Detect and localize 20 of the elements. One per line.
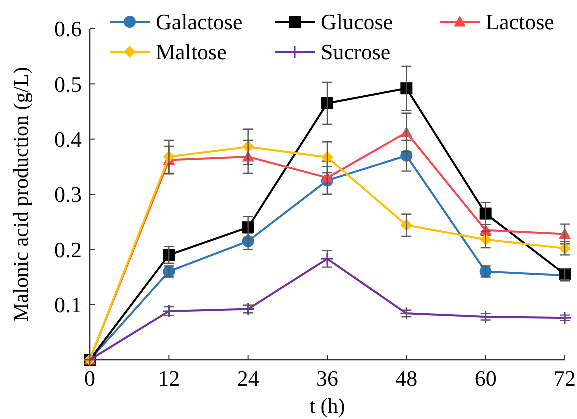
x-tick-label: 72 <box>554 366 576 391</box>
legend-label: Glucose <box>321 10 394 35</box>
legend-label: Sucrose <box>321 40 391 65</box>
y-tick-label: 0.1 <box>54 292 82 318</box>
legend-label: Galactose <box>156 10 243 35</box>
legend-label: Maltose <box>156 40 227 65</box>
y-tick-label: 0.6 <box>54 16 82 42</box>
x-tick-label: 60 <box>474 366 497 391</box>
legend-label: Lactose <box>486 10 554 35</box>
x-tick-label: 24 <box>237 366 260 391</box>
x-axis-title: t (h) <box>310 394 346 418</box>
y-tick-label: 0.4 <box>54 127 82 152</box>
x-tick-label: 36 <box>316 366 338 391</box>
y-tick-label: 0.2 <box>54 237 82 262</box>
y-tick-label: 0.3 <box>54 182 82 208</box>
x-tick-label: 0 <box>84 366 96 391</box>
x-tick-label: 48 <box>396 366 418 391</box>
x-tick-label: 12 <box>158 366 180 391</box>
y-axis-title: Malonic acid production (g/L) <box>9 67 33 322</box>
y-tick-label: 0.5 <box>54 72 82 97</box>
